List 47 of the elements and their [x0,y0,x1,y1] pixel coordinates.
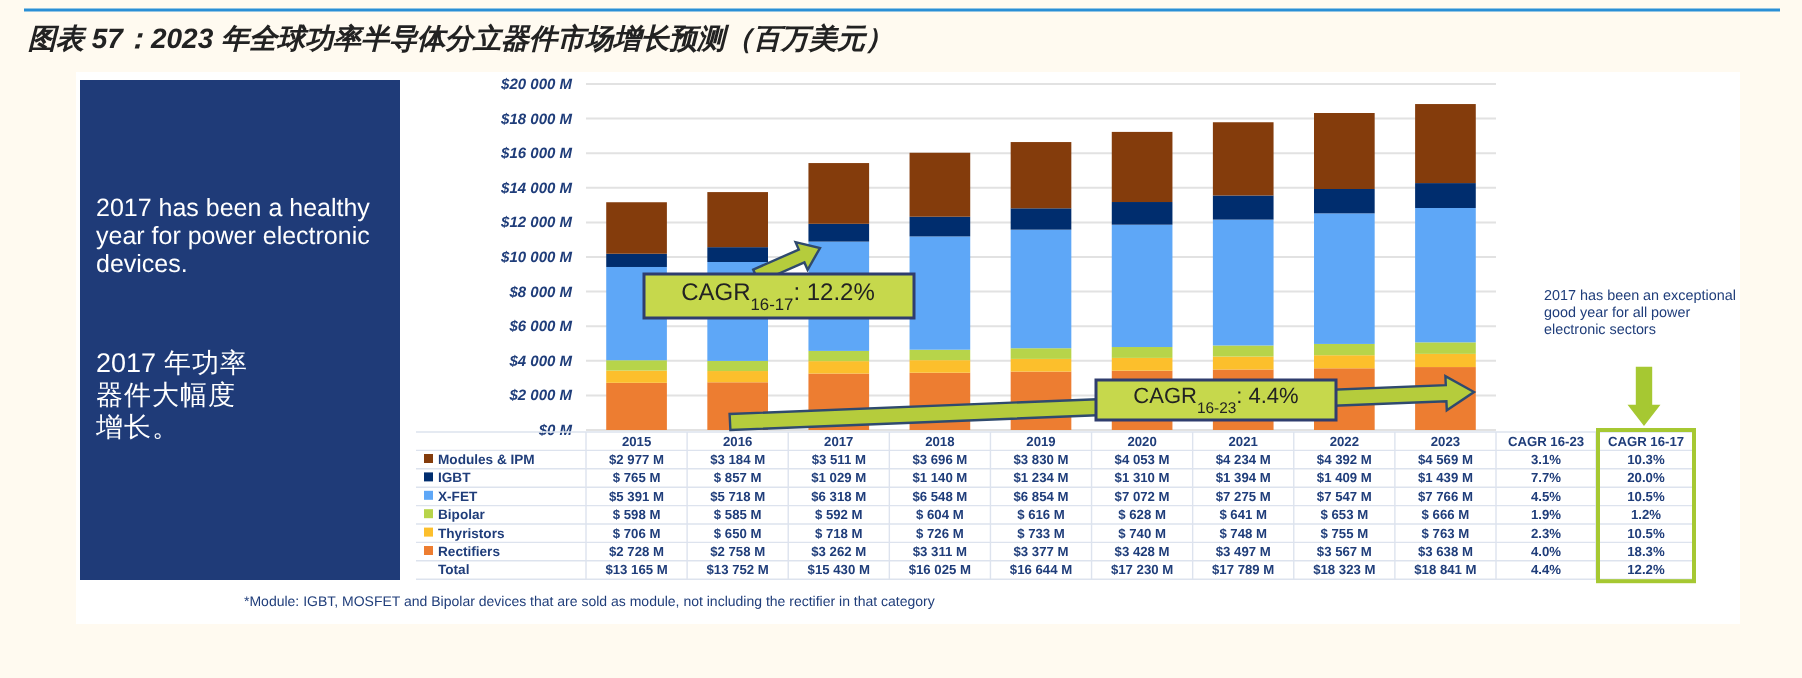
bar [606,382,667,430]
bar [1212,345,1274,357]
bar [1415,207,1476,343]
bar [606,202,667,254]
bar [707,371,768,383]
bar [1314,355,1375,369]
bar [1415,104,1476,184]
bar [1111,347,1173,358]
bar [909,216,971,237]
bar [909,349,971,361]
bar [1314,188,1375,214]
bar [909,360,971,373]
bar [1111,202,1173,225]
bar [909,152,971,217]
bar [1010,358,1072,372]
bar [808,223,870,242]
bar [1415,183,1476,208]
text: 2017 has been a healthy year for power electronic devices. [96,194,372,278]
bar [606,360,667,371]
bar [808,163,870,224]
bar [1314,113,1375,189]
chart-title: 图表 57：2023 年全球功率半导体分立器件市场增长预测（百万美元） [28,22,893,54]
text: 2017 年功率器件大幅度增长。 [94,348,248,442]
bar [808,350,870,362]
bar [1111,131,1173,203]
annotation: CAGR$_{16-17}$: 12.2% [681,278,876,314]
bar [1111,357,1173,371]
bar [707,192,768,248]
bar [1212,219,1274,346]
bar [1212,195,1274,220]
bar [1415,342,1476,354]
bar [1010,229,1072,349]
bar [1010,142,1072,209]
bar [909,236,971,350]
bar [1010,348,1072,359]
bar [1111,224,1173,348]
bar [707,360,768,372]
annotation: CAGR$_{16-23}$: 4.4% [1133,385,1300,416]
bar [1314,213,1375,344]
bar [1314,343,1375,356]
bar [1212,356,1274,370]
bar [1010,208,1072,230]
bar [606,370,667,383]
bar [606,253,667,267]
bar [808,361,870,374]
bar [1415,353,1476,368]
bar [1212,122,1274,196]
